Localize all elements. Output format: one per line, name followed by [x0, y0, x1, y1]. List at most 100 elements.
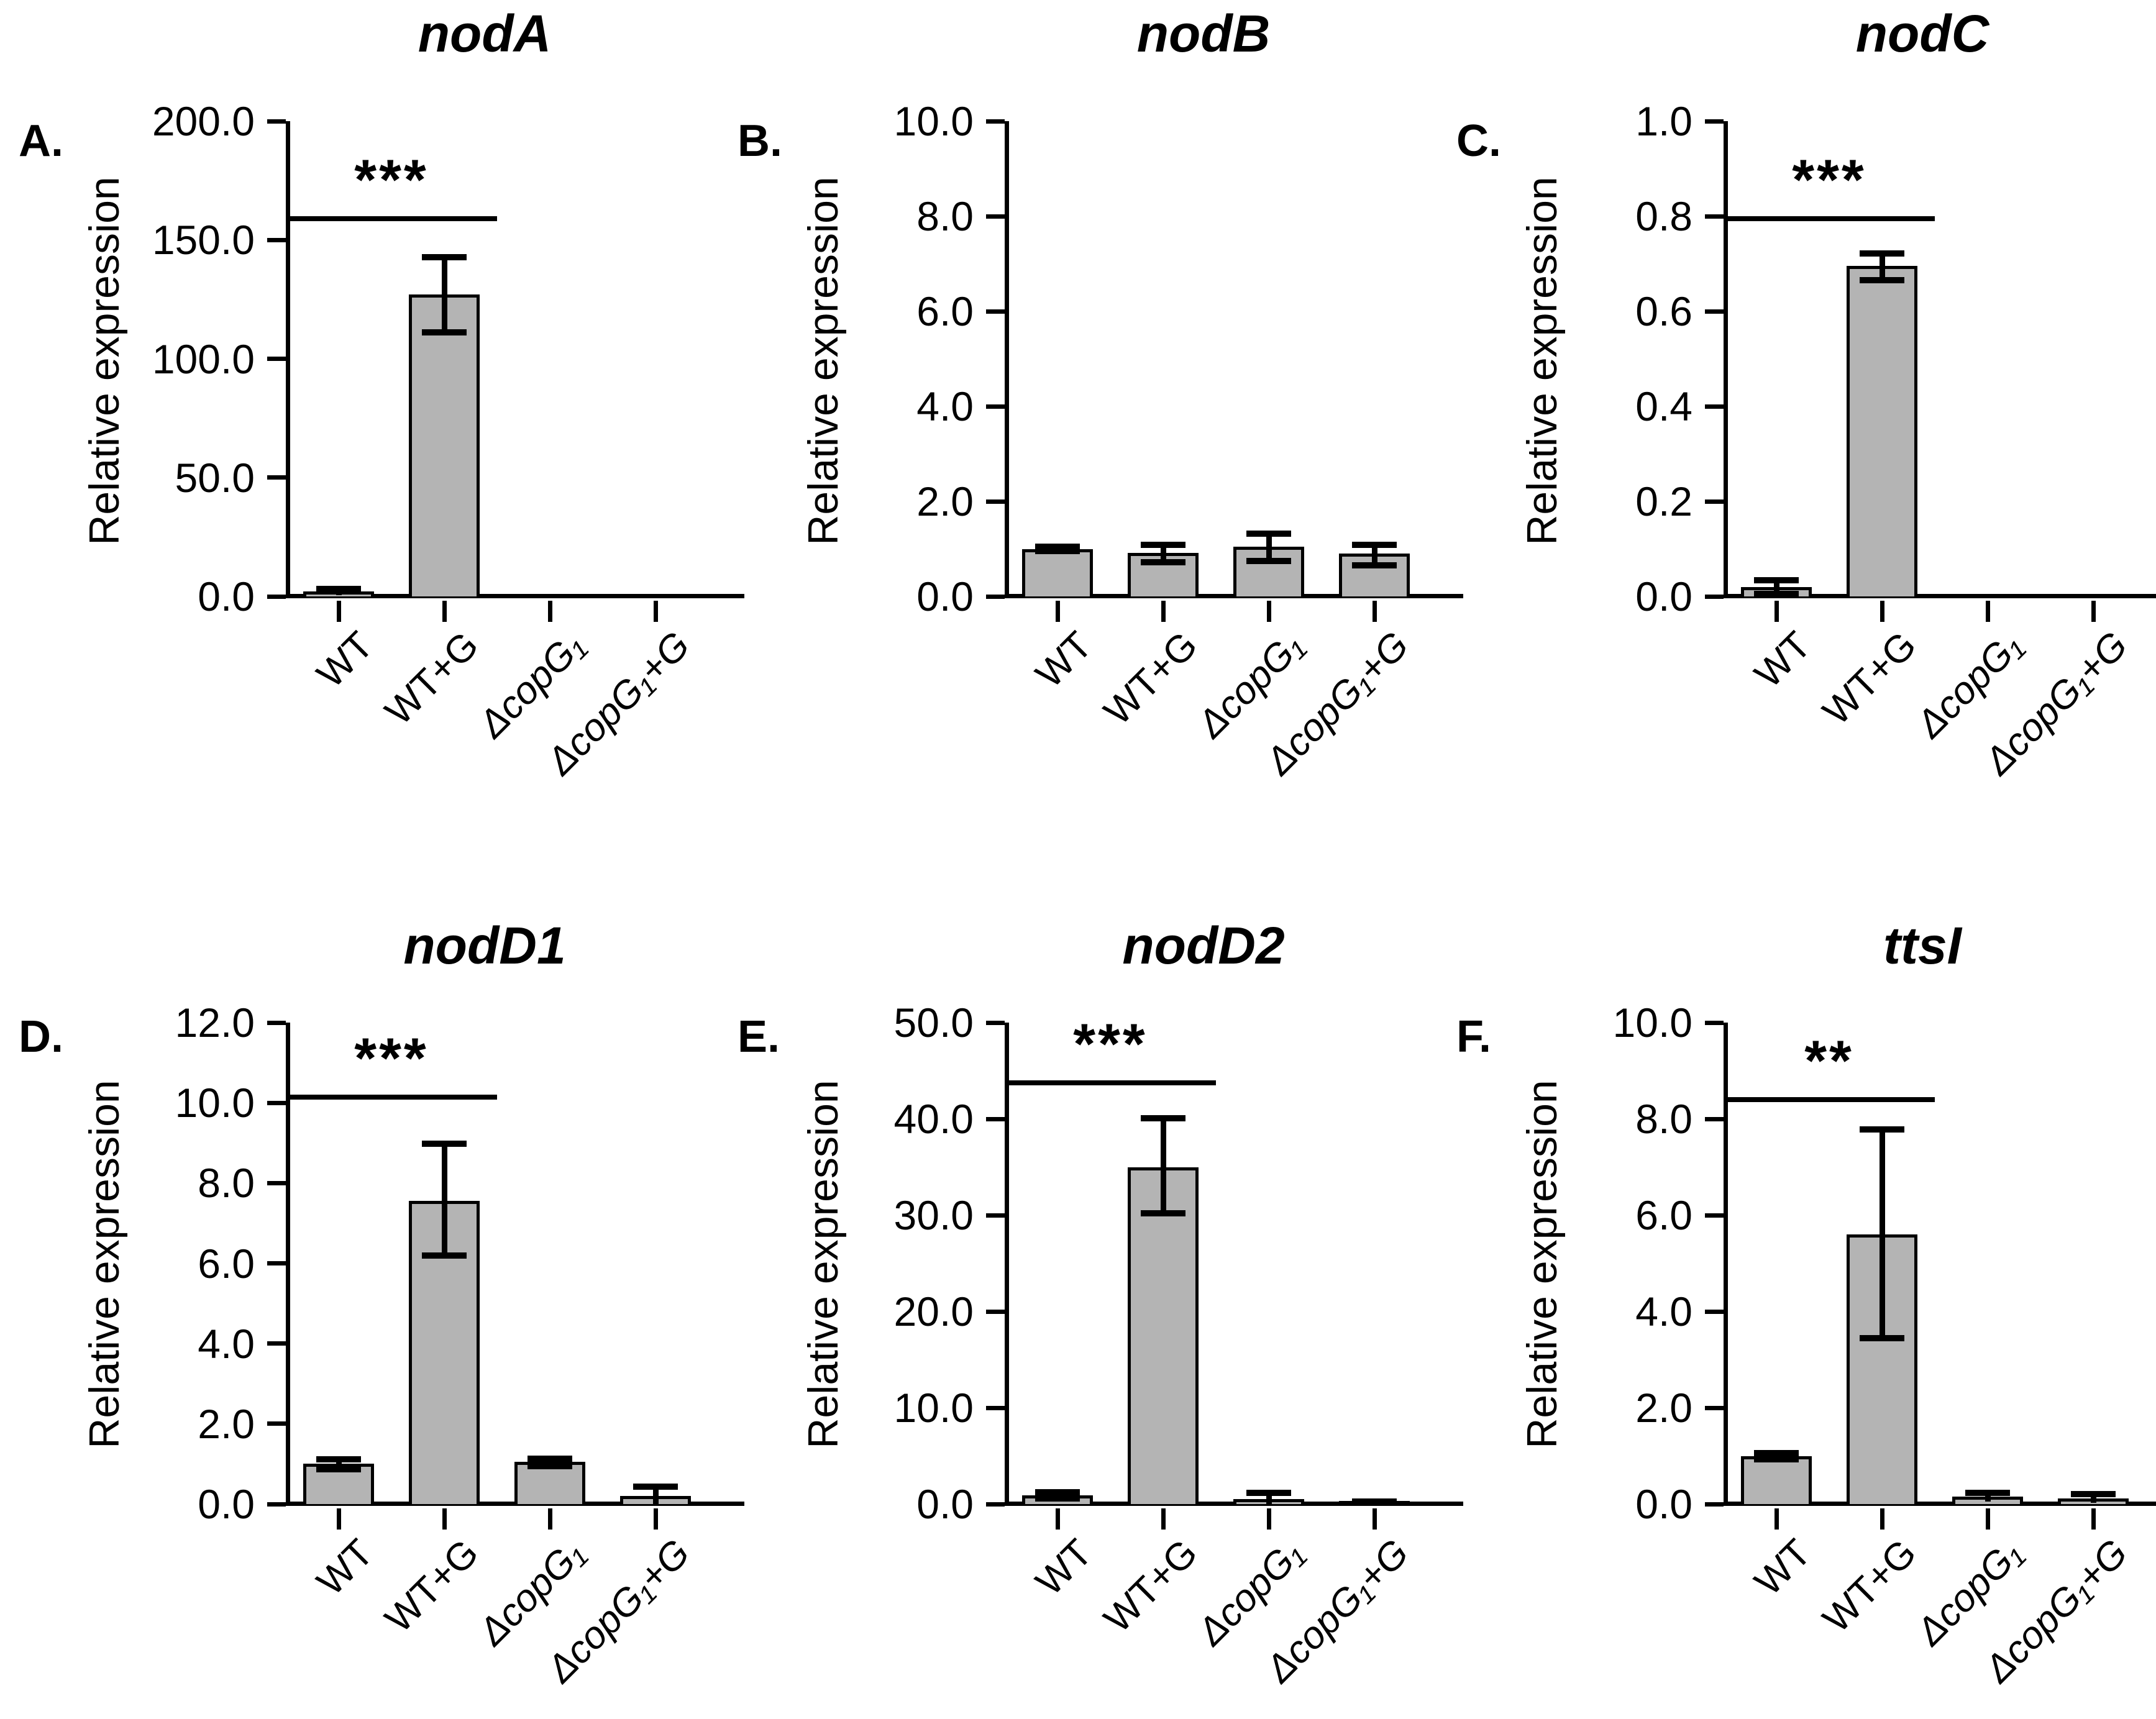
- error-bar-cap-bottom: [1035, 1495, 1080, 1502]
- y-tick-label: 10.0: [1612, 1000, 1692, 1046]
- error-bar-cap-top: [1246, 1490, 1291, 1497]
- error-bar-stem: [441, 257, 447, 333]
- y-tick: [267, 475, 286, 480]
- error-bar-stem: [336, 1459, 342, 1469]
- x-category-label: WT+G: [1096, 1531, 1206, 1641]
- y-axis: [1724, 121, 1728, 596]
- y-axis: [1724, 1023, 1728, 1504]
- y-tick-label: 0.2: [1635, 478, 1692, 524]
- y-tick: [267, 357, 286, 361]
- y-tick-label: 6.0: [916, 288, 974, 334]
- y-tick-label: 0.0: [1635, 1481, 1692, 1527]
- error-bar-cap-top: [1141, 541, 1185, 548]
- panel-nodD2: nodD2 E. Relative expression 0.0 10.0 20.0…: [719, 860, 1463, 1719]
- significance-line: [1005, 1080, 1216, 1085]
- error-bar-cap-bottom: [1352, 562, 1397, 569]
- significance-asterisks: ***: [1792, 148, 1866, 212]
- error-bar-cap-top: [316, 1456, 361, 1463]
- x-axis: [286, 594, 744, 598]
- y-tick: [1705, 1213, 1724, 1218]
- y-tick-label: 50.0: [175, 454, 255, 501]
- x-tick: [547, 1508, 552, 1530]
- y-tick-label: 0.8: [1635, 193, 1692, 239]
- significance-asterisks: **: [1804, 1029, 1854, 1093]
- y-tick: [986, 119, 1005, 124]
- x-tick: [1880, 1508, 1884, 1530]
- y-tick: [267, 1502, 286, 1507]
- x-tick: [442, 1508, 447, 1530]
- y-tick: [986, 1405, 1005, 1410]
- y-tick: [267, 1261, 286, 1265]
- y-tick-label: 200.0: [152, 98, 255, 144]
- x-category-label: WT: [1746, 623, 1819, 696]
- error-bar-stem: [1266, 1492, 1272, 1504]
- y-tick: [1705, 214, 1724, 219]
- x-tick: [1055, 1508, 1060, 1530]
- y-tick: [986, 1213, 1005, 1218]
- y-tick-label: 50.0: [893, 1000, 974, 1046]
- y-tick-label: 4.0: [1635, 1288, 1692, 1334]
- error-bar-stem: [1160, 544, 1166, 562]
- y-axis: [1005, 1023, 1009, 1504]
- x-tick: [1774, 1508, 1779, 1530]
- error-bar-cap-bottom: [528, 1462, 572, 1469]
- x-tick: [547, 601, 552, 622]
- y-tick: [267, 119, 286, 124]
- error-bar-cap-top: [316, 585, 361, 592]
- y-tick-label: 150.0: [152, 217, 255, 263]
- y-tick-label: 4.0: [916, 383, 974, 429]
- plot-area: 0.0 50.0 100.0 150.0 200.0 WT WT+G ΔcopG₁ ΔcopG₁…: [152, 99, 744, 783]
- y-tick-label: 0.0: [198, 573, 255, 619]
- error-bar-cap-bottom: [422, 1252, 467, 1259]
- panel-title: nodA: [418, 4, 552, 63]
- error-bar-cap-top: [1141, 1115, 1185, 1122]
- panel-letter: F.: [1456, 1012, 1492, 1062]
- y-tick-label: 10.0: [893, 1385, 974, 1431]
- y-tick: [986, 594, 1005, 599]
- error-bar-stem: [1266, 533, 1272, 561]
- y-tick: [1705, 1405, 1724, 1410]
- x-tick: [1161, 601, 1166, 622]
- error-bar-cap-top: [1035, 1489, 1080, 1495]
- y-tick: [267, 237, 286, 242]
- x-tick: [1266, 1508, 1271, 1530]
- y-tick: [986, 1020, 1005, 1025]
- x-tick: [336, 601, 341, 622]
- error-bar-cap-bottom: [1246, 557, 1291, 564]
- error-bar-cap-top: [2071, 1490, 2116, 1497]
- y-axis: [286, 121, 290, 596]
- x-category-label: WT: [1746, 1531, 1819, 1604]
- error-bar-cap-bottom: [1141, 1210, 1185, 1216]
- x-tick: [1985, 601, 1990, 622]
- panel-title: nodD1: [403, 916, 566, 975]
- bar: [1128, 1167, 1199, 1504]
- panel-letter: C.: [1456, 116, 1501, 166]
- error-bar-cap-bottom: [1754, 1456, 1799, 1462]
- y-tick-label: 6.0: [198, 1240, 255, 1287]
- error-bar-cap-top: [1860, 250, 1904, 257]
- x-category-label: WT+G: [377, 1531, 487, 1641]
- y-tick: [986, 404, 1005, 409]
- y-tick-label: 100.0: [152, 335, 255, 382]
- y-tick: [1705, 1116, 1724, 1121]
- y-tick-label: 20.0: [893, 1288, 974, 1334]
- x-tick: [653, 1508, 658, 1530]
- error-bar-cap-bottom: [1860, 1334, 1904, 1341]
- panel-letter: B.: [738, 116, 782, 166]
- x-tick: [1880, 601, 1884, 622]
- y-tick-label: 0.4: [1635, 383, 1692, 429]
- error-bar-stem: [441, 1142, 447, 1256]
- panel-title: ttsI: [1883, 916, 1962, 975]
- y-tick: [1705, 119, 1724, 124]
- x-category-label: WT+G: [1815, 1531, 1925, 1641]
- x-tick: [2091, 601, 2096, 622]
- significance-line: [286, 1095, 497, 1100]
- error-bar-stem: [1879, 252, 1885, 281]
- y-tick-label: 30.0: [893, 1192, 974, 1238]
- y-tick-label: 0.0: [916, 1481, 974, 1527]
- x-tick: [336, 1508, 341, 1530]
- y-tick-label: 8.0: [198, 1160, 255, 1206]
- y-tick: [986, 1502, 1005, 1507]
- x-tick: [442, 601, 447, 622]
- panel-letter: D.: [19, 1012, 63, 1062]
